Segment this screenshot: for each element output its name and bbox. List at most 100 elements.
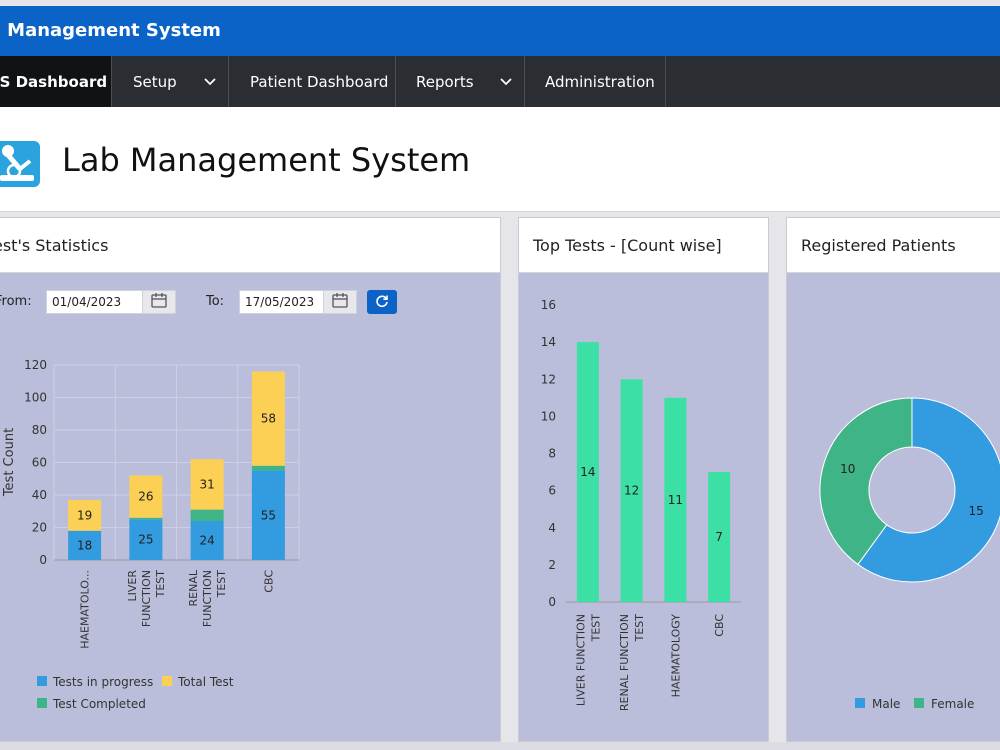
refresh-button[interactable] [367, 290, 397, 314]
x-tick-label: HAEMATOLOGY [669, 614, 682, 698]
page-title: Lab Management System [62, 141, 471, 179]
to-date-input[interactable]: 17/05/2023 [239, 290, 325, 314]
y-tick-label: 8 [548, 447, 556, 461]
y-tick-label: 100 [24, 391, 47, 405]
panel-title: est's Statistics [0, 236, 109, 255]
app-header-bar: b Management System [0, 6, 1000, 56]
from-calendar-button[interactable] [142, 290, 176, 314]
legend-label: Tests in progress [52, 675, 153, 689]
from-label: From: [0, 294, 32, 309]
main-nav: IS Dashboard Setup Patient Dashboard Rep… [0, 56, 1000, 107]
nav-patient-dashboard[interactable]: Patient Dashboard [229, 56, 396, 107]
to-label: To: [206, 294, 225, 309]
x-tick-label: LIVER [126, 570, 139, 602]
lab-logo-icon [0, 131, 42, 191]
y-tick-label: 12 [541, 372, 556, 386]
nav-patient-dashboard-label: Patient Dashboard [250, 72, 389, 91]
legend-label: Male [872, 697, 900, 711]
refresh-icon [375, 293, 389, 312]
bottom-scroll-strip [0, 742, 1000, 750]
pie-slice [857, 397, 1000, 583]
x-tick-label: TEST [633, 614, 646, 643]
to-calendar-button[interactable] [323, 290, 357, 314]
data-label: 31 [199, 477, 214, 491]
y-tick-label: 80 [32, 423, 47, 437]
nav-administration[interactable]: Administration [525, 56, 666, 107]
x-tick-label: TEST [215, 570, 228, 599]
legend-swatch [37, 698, 47, 708]
y-tick-label: 60 [32, 456, 47, 470]
data-label: 10 [840, 462, 855, 476]
nav-is-dashboard[interactable]: IS Dashboard [0, 56, 112, 107]
tests-statistics-chart: 0 20 40 60 80 100 120 Test Count 18 19 HAEMATOLO..… [2, 358, 300, 711]
data-label: 58 [261, 412, 276, 426]
bar [708, 472, 731, 602]
y-tick-label: 20 [32, 521, 47, 535]
data-label: 26 [138, 490, 153, 504]
bar [620, 379, 643, 602]
nav-administration-label: Administration [545, 72, 655, 91]
x-tick-label: FUNCTION [140, 570, 153, 627]
chevron-down-icon [500, 75, 512, 89]
bar-segment [129, 475, 163, 518]
bar-segment [68, 499, 102, 531]
bar-segment [129, 517, 163, 520]
nav-reports[interactable]: Reports [396, 56, 525, 107]
nav-is-dashboard-label: IS Dashboard [0, 72, 108, 91]
nav-reports-label: Reports [416, 72, 474, 91]
data-label: 18 [77, 538, 92, 552]
y-tick-label: 0 [39, 553, 47, 567]
calendar-icon [332, 292, 348, 312]
registered-patients-panel: Registered Patients 15 10 Male Female [786, 217, 1000, 742]
x-tick-label: HAEMATOLO... [79, 570, 92, 649]
bar [576, 342, 599, 602]
panel-header: Registered Patients [787, 218, 1000, 273]
x-tick-label: CBC [713, 614, 726, 637]
data-label: 12 [624, 484, 639, 498]
bar-segment [68, 530, 102, 560]
y-tick-label: 10 [541, 409, 556, 423]
panel-header: Top Tests - [Count wise] [519, 218, 768, 273]
app-title: b Management System [0, 20, 221, 41]
legend-label: Female [931, 697, 974, 711]
bar-segment [190, 459, 224, 510]
legend-label: Total Test [177, 675, 234, 689]
data-label: 14 [580, 465, 595, 479]
top-tests-panel: Top Tests - [Count wise] 0 2 4 6 8 10 12 14 16 14… [518, 217, 769, 742]
bar [664, 397, 687, 602]
x-tick-label: RENAL [187, 569, 200, 606]
bar-segment [190, 521, 224, 560]
pie-slice [819, 397, 913, 566]
y-tick-label: 6 [548, 484, 556, 498]
y-tick-label: 0 [548, 595, 556, 609]
x-tick-label: CBC [262, 570, 275, 593]
legend-swatch [37, 676, 47, 686]
bar-segment [251, 465, 285, 471]
registered-patients-chart: 15 10 Male Female [819, 397, 1000, 711]
x-tick-label: FUNCTION [201, 570, 214, 627]
panel-title: Top Tests - [Count wise] [533, 236, 722, 255]
data-label: 55 [261, 508, 276, 522]
x-tick-label: RENAL FUNCTION [618, 614, 631, 711]
data-label: 15 [969, 504, 984, 518]
bar-segment [251, 470, 285, 560]
bar-segment [190, 509, 224, 521]
nav-setup[interactable]: Setup [112, 56, 229, 107]
bar-segment [251, 371, 285, 466]
y-tick-label: 14 [541, 335, 556, 349]
data-label: 24 [199, 534, 214, 548]
x-tick-label: TEST [589, 614, 602, 643]
y-tick-label: 40 [32, 488, 47, 502]
legend-swatch [914, 698, 924, 708]
data-label: 11 [668, 493, 683, 507]
legend-swatch [855, 698, 865, 708]
panel-title: Registered Patients [801, 236, 956, 255]
legend-swatch [162, 676, 172, 686]
calendar-icon [151, 292, 167, 312]
y-tick-label: 16 [541, 298, 556, 312]
y-tick-label: 4 [548, 521, 556, 535]
panel-header: est's Statistics [0, 218, 500, 273]
y-tick-label: 2 [548, 558, 556, 572]
y-tick-label: 120 [24, 358, 47, 372]
